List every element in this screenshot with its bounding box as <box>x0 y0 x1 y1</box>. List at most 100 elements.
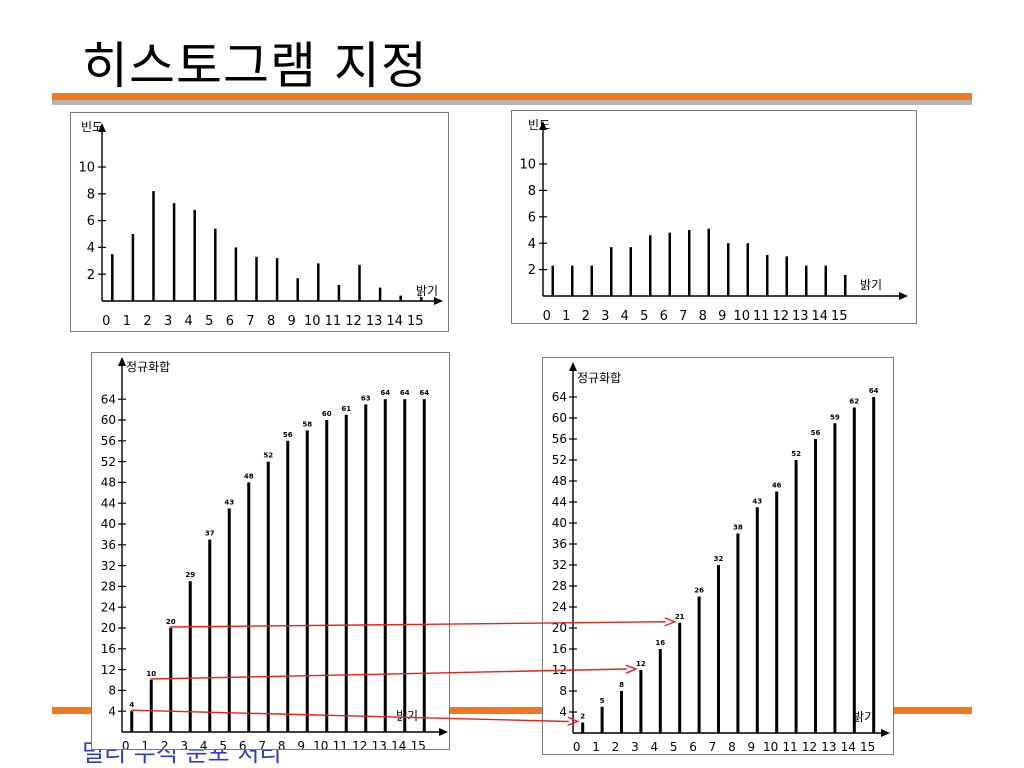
bar <box>305 430 309 732</box>
bar-data-label: 5 <box>600 697 605 705</box>
bar <box>364 404 368 732</box>
x-tick-label: 14 <box>811 309 828 323</box>
x-tick-label: 2 <box>612 740 620 754</box>
x-tick-label: 8 <box>278 739 286 749</box>
y-axis-arrowhead <box>539 121 547 130</box>
x-tick-label: 1 <box>123 314 131 329</box>
y-tick-label: 40 <box>101 517 116 531</box>
x-tick-label: 0 <box>573 740 581 754</box>
x-tick-label: 1 <box>562 309 570 323</box>
bar-data-label: 56 <box>811 429 821 437</box>
x-tick-label: 15 <box>407 314 424 329</box>
x-tick-label: 12 <box>352 739 367 749</box>
x-tick-label: 9 <box>288 314 296 329</box>
y-tick-label: 44 <box>552 495 567 509</box>
bar <box>620 691 623 733</box>
bar <box>266 461 270 732</box>
x-tick-label: 3 <box>631 740 639 754</box>
x-axis-title: 밝기 <box>860 278 882 292</box>
bar <box>420 296 423 301</box>
y-tick-label: 28 <box>101 580 116 594</box>
y-tick-label: 52 <box>101 455 116 469</box>
y-tick-label: 32 <box>101 559 116 573</box>
y-tick-label: 12 <box>552 663 567 677</box>
bar-data-label: 2 <box>580 713 585 721</box>
bar <box>600 706 604 733</box>
y-tick-label: 20 <box>552 621 567 635</box>
x-tick-label: 13 <box>366 314 383 329</box>
y-tick-label: 36 <box>101 538 116 552</box>
x-tick-label: 2 <box>582 309 590 323</box>
x-axis-arrowhead <box>439 728 448 736</box>
x-tick-label: 15 <box>860 740 875 754</box>
y-axis-title: 빈도 <box>81 120 103 134</box>
bar <box>629 247 632 296</box>
y-tick-label: 64 <box>552 390 567 404</box>
bar <box>766 255 769 296</box>
x-tick-label: 2 <box>161 739 169 749</box>
x-tick-label: 7 <box>258 739 266 749</box>
bar-data-label: 32 <box>714 555 724 563</box>
y-axis-arrowhead <box>569 362 577 371</box>
bar <box>227 508 231 732</box>
x-axis-arrowhead <box>434 297 443 305</box>
bar-data-label: 62 <box>849 398 859 406</box>
x-tick-label: 4 <box>200 739 208 749</box>
bar <box>325 420 329 732</box>
bar-data-label: 20 <box>166 618 176 626</box>
y-tick-label: 44 <box>101 496 116 510</box>
bar <box>286 440 290 732</box>
x-tick-label: 10 <box>763 740 778 754</box>
x-axis-arrowhead <box>881 729 890 737</box>
x-tick-label: 6 <box>660 309 668 323</box>
x-tick-label: 11 <box>753 309 770 323</box>
header-orange-rule <box>52 93 972 100</box>
bar-data-label: 46 <box>772 482 782 490</box>
histogram-target-panel: 빈도 밝기 2 4 6 8 10 0 1 2 3 4 5 6 7 8 9 10 11 12 13 14 15 <box>511 110 917 324</box>
y-tick-label: 32 <box>552 558 567 572</box>
bar-data-label: 52 <box>263 452 273 460</box>
bar <box>399 295 402 301</box>
x-tick-label: 10 <box>304 314 321 329</box>
bar <box>193 209 196 301</box>
y-tick-label: 52 <box>552 453 567 467</box>
x-tick-label: 3 <box>164 314 172 329</box>
bar-data-label: 60 <box>322 410 332 418</box>
x-axis-title: 밝기 <box>853 710 875 724</box>
x-axis-title: 밝기 <box>416 284 438 298</box>
bar-data-label: 21 <box>675 613 685 621</box>
bar <box>697 596 701 733</box>
bar-data-label: 12 <box>636 660 646 668</box>
x-axis-arrowhead <box>899 292 908 300</box>
bar <box>208 539 212 732</box>
bar <box>131 234 135 301</box>
bar <box>130 711 134 732</box>
bar <box>234 247 238 301</box>
bar-data-label: 48 <box>244 472 254 480</box>
bar <box>255 256 258 301</box>
bar <box>746 243 749 296</box>
x-tick-label: 2 <box>143 314 151 329</box>
y-axis-arrowhead <box>118 357 126 366</box>
bar-data-label: 56 <box>283 431 293 439</box>
bar-data-label: 37 <box>205 530 215 538</box>
x-tick-label: 4 <box>185 314 193 329</box>
bar-data-label: 59 <box>830 413 840 421</box>
x-tick-label: 14 <box>841 740 856 754</box>
x-tick-label: 15 <box>411 739 426 749</box>
x-tick-label: 10 <box>733 309 750 323</box>
x-tick-label: 14 <box>386 314 403 329</box>
y-tick-label: 10 <box>519 158 536 173</box>
y-tick-label: 2 <box>528 263 536 278</box>
bar <box>814 439 817 733</box>
bar <box>571 265 574 296</box>
y-tick-label: 48 <box>101 476 116 490</box>
x-tick-label: 8 <box>728 740 736 754</box>
x-tick-label: 12 <box>772 309 789 323</box>
bar <box>833 423 837 733</box>
y-tick-label: 2 <box>87 268 95 283</box>
bar-data-label: 52 <box>791 450 801 458</box>
x-tick-label: 13 <box>792 309 809 323</box>
x-tick-label: 1 <box>592 740 600 754</box>
